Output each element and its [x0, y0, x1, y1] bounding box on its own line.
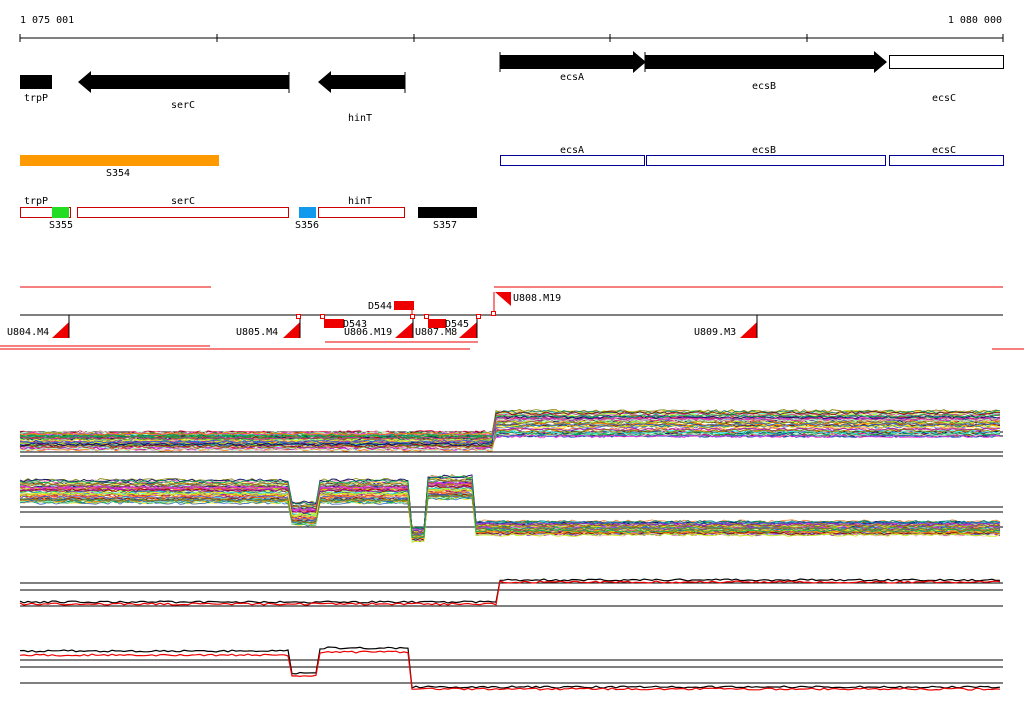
- utr-hinT[interactable]: hinT: [318, 196, 405, 218]
- segment-label: U804.M4: [7, 327, 49, 338]
- gene-label: trpP: [24, 93, 48, 104]
- gene-label: hinT: [348, 113, 372, 124]
- segment-track: U804.M4 U805.M4 D543 U806.M19 D544: [0, 286, 1024, 350]
- gene-label: serC: [171, 100, 195, 111]
- gene-label: ecsC: [932, 93, 956, 104]
- expression-trace: [19, 494, 1001, 534]
- segment-D543[interactable]: D543: [320, 314, 368, 331]
- region-S354[interactable]: S354: [20, 155, 219, 179]
- expression-profile-panel-2: [19, 474, 1003, 543]
- segment-U809-M3[interactable]: U809.M3: [694, 315, 758, 338]
- expression-trace: [19, 415, 1001, 447]
- region-S355[interactable]: S355: [49, 207, 73, 231]
- average-trace: [19, 578, 1001, 604]
- expression-trace: [20, 428, 1001, 449]
- expression-trace: [19, 495, 1001, 540]
- segment-label: D545: [445, 319, 469, 330]
- cds-label: ecsB: [752, 145, 776, 156]
- ruler-end-label: 1 080 000: [948, 15, 1002, 26]
- gene-serC[interactable]: serC: [78, 71, 290, 111]
- segment-D544[interactable]: D544: [368, 301, 415, 319]
- ruler-ticks: [19, 34, 1004, 42]
- expression-trace: [19, 481, 1001, 531]
- expression-trace: [19, 484, 1001, 533]
- expression-trace: [19, 494, 1001, 532]
- cds-label: ecsC: [932, 145, 956, 156]
- segment-label: U808.M19: [513, 293, 561, 304]
- expression-trace: [19, 422, 1001, 444]
- expression-trace: [19, 417, 1001, 441]
- expression-trace: [19, 420, 1001, 441]
- expression-profile-panel-4: [19, 646, 1003, 691]
- segment-D545[interactable]: D545: [428, 319, 469, 330]
- average-trace: [19, 650, 1001, 691]
- utr-label: hinT: [348, 196, 372, 207]
- expression-trace: [19, 496, 1001, 537]
- gene-trpP[interactable]: trpP: [20, 75, 52, 104]
- cds-ecsC[interactable]: ecsC: [889, 145, 1004, 166]
- segment-U805-M4[interactable]: U805.M4: [236, 314, 301, 339]
- gene-label: ecsB: [752, 81, 776, 92]
- gene-ecsA[interactable]: ecsA: [499, 51, 646, 83]
- gene-label: ecsA: [560, 72, 584, 83]
- region-S356[interactable]: S356: [295, 207, 319, 231]
- expression-profile-panel-3: [19, 578, 1003, 607]
- segment-U804-M4[interactable]: U804.M4: [7, 315, 70, 338]
- utr-trpP[interactable]: trpP: [20, 196, 71, 218]
- segment-label: D543: [343, 319, 367, 330]
- average-trace: [19, 646, 1001, 689]
- expression-trace: [20, 410, 1001, 447]
- region-label: S357: [433, 220, 457, 231]
- segment-U807-M8[interactable]: U807.M8: [415, 314, 481, 339]
- segment-label: U809.M3: [694, 327, 736, 338]
- expression-trace: [19, 413, 1001, 439]
- region-label: S356: [295, 220, 319, 231]
- average-trace: [19, 580, 1001, 606]
- utr-track: trpP serC hinT: [20, 196, 405, 218]
- segment-label: U805.M4: [236, 327, 278, 338]
- cds-label: ecsA: [560, 145, 584, 156]
- gene-track: trpP serC hinT ecsA ecsB ecsC: [20, 51, 1004, 124]
- segment-label: U806.M19: [344, 327, 392, 338]
- utr-label: serC: [171, 196, 195, 207]
- coordinate-ruler: 1 075 001 1 080 000: [19, 15, 1004, 42]
- expression-profile-panel-1: [19, 409, 1003, 457]
- region-S357[interactable]: S357: [418, 207, 477, 231]
- expression-trace: [20, 488, 1001, 543]
- expression-trace: [19, 484, 1001, 542]
- segment-label: D544: [368, 301, 392, 312]
- expression-trace: [19, 477, 1001, 540]
- segment-label: U807.M8: [415, 327, 457, 338]
- segment-U808-M19[interactable]: U808.M19: [491, 292, 562, 316]
- cds-ecsB[interactable]: ecsB: [646, 145, 886, 166]
- ruler-start-label: 1 075 001: [20, 15, 74, 26]
- region-label: S354: [106, 168, 130, 179]
- cds-ecsA[interactable]: ecsA: [500, 145, 645, 166]
- expression-trace: [19, 424, 1001, 443]
- utr-label: trpP: [24, 196, 48, 207]
- region-label: S355: [49, 220, 73, 231]
- gene-ecsC[interactable]: ecsC: [889, 55, 1004, 105]
- gene-ecsB[interactable]: ecsB: [644, 51, 887, 92]
- utr-serC[interactable]: serC: [77, 196, 289, 218]
- expression-trace: [19, 475, 1001, 539]
- gene-hinT[interactable]: hinT: [318, 71, 406, 124]
- cds-track: ecsA ecsB ecsC: [500, 145, 1004, 166]
